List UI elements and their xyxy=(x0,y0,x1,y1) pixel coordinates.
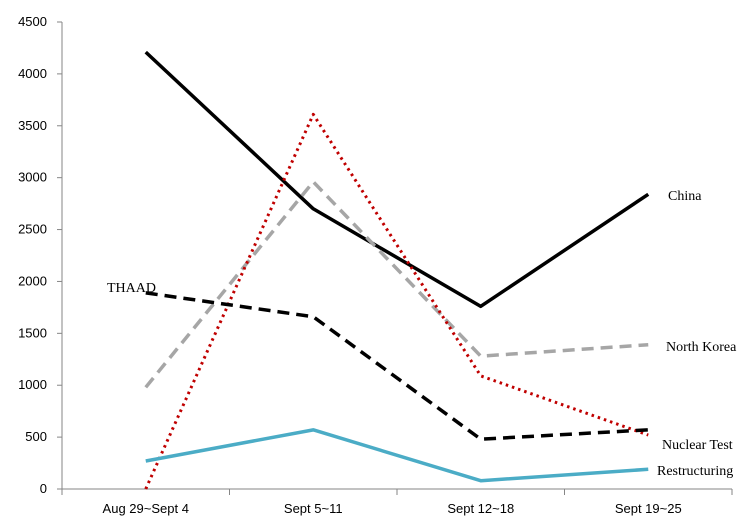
y-tick-label: 500 xyxy=(25,429,47,444)
y-tick-label: 0 xyxy=(40,481,47,496)
y-tick-label: 3500 xyxy=(18,118,47,133)
y-tick-label: 1500 xyxy=(18,325,47,340)
y-tick-label: 4000 xyxy=(18,66,47,81)
label-china: China xyxy=(668,189,702,204)
x-tick-label: Sept 5~11 xyxy=(284,501,343,516)
label-north-korea: North Korea xyxy=(666,340,737,355)
series-labels: China North Korea THAAD Nuclear Test Res… xyxy=(107,189,737,479)
series-line-china xyxy=(144,50,650,309)
x-tick-label: Sept 12~18 xyxy=(447,501,514,516)
y-axis: 0 500 1000 1500 2000 2500 3000 3500 4000 4500 xyxy=(18,14,63,496)
series-line-north-korea xyxy=(144,180,649,389)
label-thaad: THAAD xyxy=(107,281,156,296)
label-restructuring: Restructuring xyxy=(657,464,733,479)
label-nuclear-test: Nuclear Test xyxy=(662,438,733,453)
series-lines xyxy=(144,50,650,490)
series-line-thaad xyxy=(145,291,649,441)
x-tick-label: Aug 29~Sept 4 xyxy=(103,501,189,516)
series-line-dotted-2 xyxy=(144,112,649,490)
y-tick-label: 2000 xyxy=(18,273,47,288)
y-tick-label: 1000 xyxy=(18,377,47,392)
x-tick-label: Sept 19~25 xyxy=(615,501,682,516)
y-tick-label: 4500 xyxy=(18,14,47,29)
y-tick-label: 2500 xyxy=(18,222,47,237)
y-tick-label: 3000 xyxy=(18,170,47,185)
series-line-nuclear-test xyxy=(145,428,649,483)
x-axis: Aug 29~Sept 4 Sept 5~11 Sept 12~18 Sept 19~… xyxy=(61,488,733,516)
